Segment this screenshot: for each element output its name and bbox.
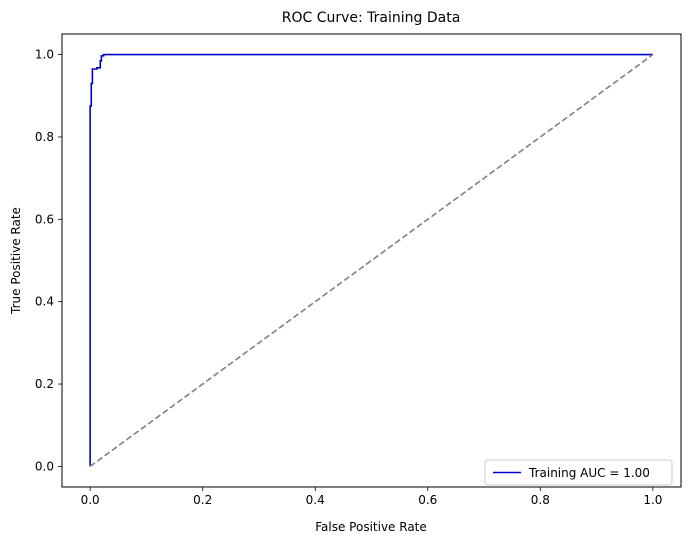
x-tick-label: 0.2	[193, 493, 212, 507]
y-axis-ticks: 0.0 0.2 0.4 0.6 0.8 1.0	[35, 48, 62, 473]
x-tick-label: 0.4	[306, 493, 325, 507]
chart-title: ROC Curve: Training Data	[282, 10, 461, 26]
y-tick-label: 0.2	[35, 377, 54, 391]
plot-frame	[61, 33, 682, 488]
chance-diagonal-line	[89, 53, 654, 468]
legend-box	[484, 459, 673, 486]
y-tick-label: 1.0	[35, 48, 54, 62]
legend: Training AUC = 1.00	[484, 459, 673, 486]
y-tick-label: 0.8	[35, 130, 54, 144]
legend-label: Training AUC = 1.00	[528, 466, 650, 480]
y-tick-label: 0.0	[35, 459, 54, 473]
x-tick-label: 0.0	[81, 493, 100, 507]
x-tick-label: 0.8	[531, 493, 550, 507]
x-axis-label: False Positive Rate	[315, 520, 427, 534]
x-tick-label: 0.6	[418, 493, 437, 507]
x-axis-ticks: 0.0 0.2 0.4 0.6 0.8 1.0	[81, 487, 662, 507]
roc-curve-line	[89, 53, 653, 467]
y-axis-label: True Positive Rate	[9, 207, 23, 315]
y-tick-label: 0.4	[35, 295, 54, 309]
x-tick-label: 1.0	[643, 493, 662, 507]
series-layer	[89, 53, 654, 468]
y-tick-label: 0.6	[35, 212, 54, 226]
